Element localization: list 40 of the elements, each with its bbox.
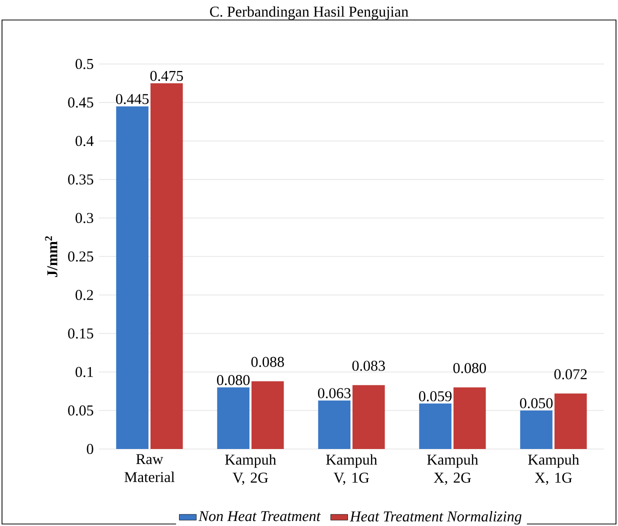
- legend-label: Non Heat Treatment: [198, 511, 321, 522]
- legend-label: Heat Treatment Normalizing: [350, 510, 522, 525]
- data-label: 0.063: [318, 388, 351, 398]
- data-label: 0.050: [520, 398, 553, 408]
- data-label: 0.080: [453, 363, 486, 374]
- bar: [251, 381, 284, 449]
- data-label: 0.475: [150, 70, 183, 82]
- bar: [217, 387, 250, 449]
- y-tick-label: 0.2: [76, 290, 93, 300]
- y-tick-label: 0: [86, 444, 94, 454]
- data-label: 0.059: [419, 391, 452, 402]
- x-tick-label: Raw Material: [124, 454, 175, 482]
- data-label: 0.072: [554, 369, 587, 380]
- y-tick-label: 0.5: [76, 58, 94, 70]
- data-label: 0.080: [217, 375, 250, 386]
- y-tick-label: 0.05: [68, 405, 94, 416]
- y-tick-label: 0.35: [68, 174, 94, 185]
- y-tick-label: 0.4: [76, 136, 94, 146]
- bar: [520, 410, 552, 449]
- x-tick-label: Kampuh V, 2G: [225, 454, 276, 485]
- bar: [318, 400, 350, 449]
- bar: [419, 404, 452, 449]
- bar: [453, 387, 486, 449]
- y-tick-label: 0.45: [68, 97, 94, 108]
- chart-title: C. Perbandingan Hasil Pengujian: [210, 6, 408, 20]
- y-tick-label: 0.15: [68, 328, 94, 339]
- x-tick-label: Kampuh X, 2G: [427, 454, 478, 485]
- y-tick-label: 0.3: [76, 212, 94, 224]
- y-tick-label: 0.25: [68, 251, 94, 262]
- data-label: 0.088: [251, 356, 284, 368]
- bar: [116, 106, 148, 449]
- bar: [352, 385, 385, 449]
- y-tick-label: 0.1: [76, 366, 93, 378]
- data-label: 0.445: [116, 94, 149, 104]
- bar: [150, 83, 183, 449]
- x-tick-label: Kampuh X, 1G: [528, 454, 580, 485]
- data-label: 0.083: [352, 360, 385, 371]
- x-tick-label: Kampuh V, 1G: [326, 454, 378, 485]
- bar: [554, 394, 587, 449]
- y-axis-title: J/mm$^{2}$: [45, 236, 58, 278]
